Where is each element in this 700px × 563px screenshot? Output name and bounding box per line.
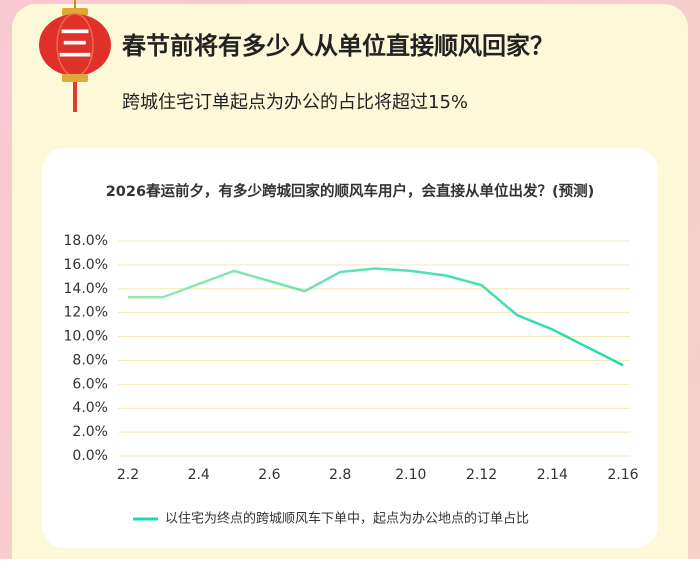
badge: 三 xyxy=(58,25,92,65)
y-tick-label: 4.0% xyxy=(72,400,108,416)
x-tick-label: 2.4 xyxy=(188,467,210,483)
y-tick-label: 14.0% xyxy=(64,281,108,297)
plot: 0.0% 2.0% 4.0% 6.0% 8.0% 10.0% 12.0% 14.0% 16.0%… xyxy=(64,233,639,527)
line xyxy=(128,267,624,367)
y-tick-label: 12.0% xyxy=(64,305,108,321)
x-tick-label: 2.12 xyxy=(466,467,497,483)
y-tick-label: 6.0% xyxy=(72,376,108,392)
y-tick-label: 18.0% xyxy=(64,233,108,249)
y-tick-label: 0.0% xyxy=(72,448,108,464)
x-tick-label: 2.8 xyxy=(329,467,351,483)
x-tick-label: 2.14 xyxy=(537,467,568,483)
x-tick-label: 2.16 xyxy=(607,467,638,483)
y-tick-label: 2.0% xyxy=(72,424,108,440)
chart-card xyxy=(42,148,658,548)
title: 春节前将有多少人从单位直接顺风回家？ xyxy=(122,32,554,60)
subtitle: 跨城住宅订单起点为办公的占比将超过15% xyxy=(122,92,468,113)
y-tick-label: 8.0% xyxy=(72,352,108,368)
x-tick-label: 2.2 xyxy=(117,467,139,483)
y-tick-label: 10.0% xyxy=(64,329,108,345)
legend-label: 以住宅为终点的跨城顺风车下单中，起点为办公地点的订单占比 xyxy=(165,511,529,527)
x-tick-label: 2.6 xyxy=(258,467,280,483)
lantern xyxy=(39,0,111,112)
y-tick-label: 16.0% xyxy=(64,257,108,273)
x-tick-label: 2.10 xyxy=(395,467,426,483)
chart-title: 2026春运前夕，有多少跨城回家的顺风车用户，会直接从单位出发？(预测) xyxy=(106,182,595,200)
